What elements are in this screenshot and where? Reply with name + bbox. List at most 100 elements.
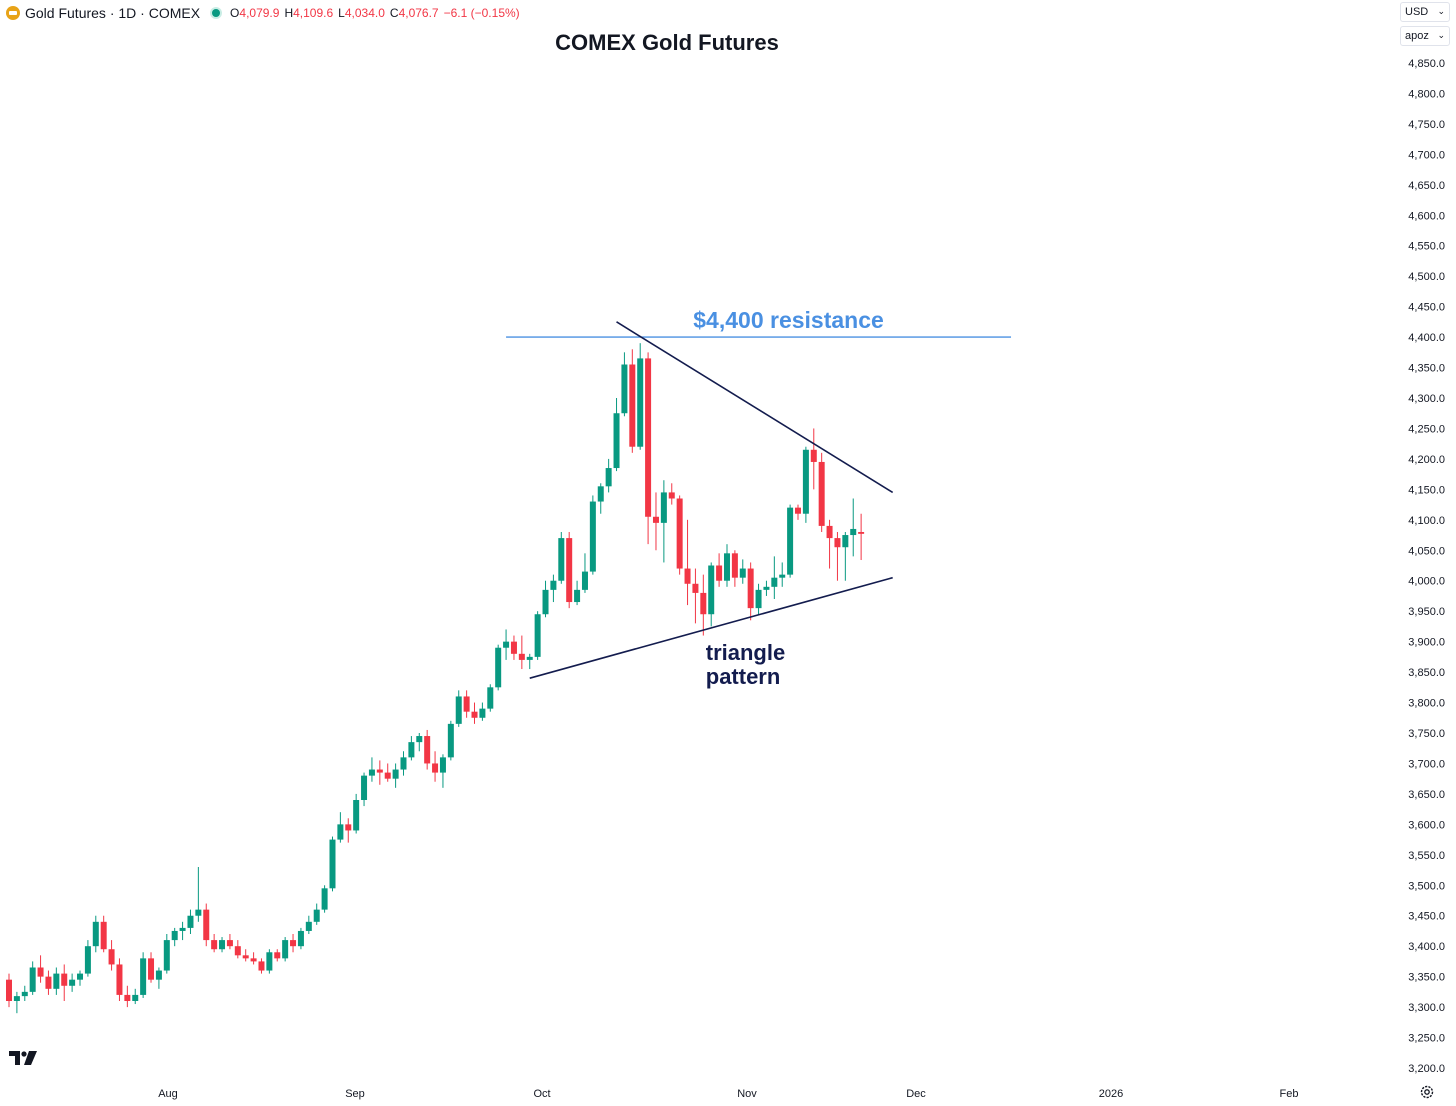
candle[interactable] [597,483,604,514]
candle[interactable] [290,934,297,953]
candle[interactable] [353,793,360,834]
candle[interactable] [684,519,691,606]
candle[interactable] [313,903,320,925]
candle[interactable] [92,915,99,953]
candle[interactable] [771,556,778,599]
candle[interactable] [739,559,746,584]
candle[interactable] [795,504,801,520]
candle[interactable] [274,949,281,962]
candle[interactable] [503,629,510,660]
candle[interactable] [203,903,210,947]
currency-select[interactable]: USD ⌄ [1400,2,1450,22]
candle[interactable] [708,562,715,627]
candle[interactable] [211,934,218,953]
candle[interactable] [337,812,344,843]
candle[interactable] [850,498,857,557]
candle[interactable] [140,952,147,998]
candle[interactable] [187,909,194,934]
candle[interactable] [69,973,76,992]
candle[interactable] [250,952,257,965]
candle[interactable] [258,958,265,974]
candle[interactable] [179,921,186,941]
candle[interactable] [723,544,730,587]
candle[interactable] [345,818,352,843]
price-axis[interactable]: 3,200.0 3,250.0 3,300.0 3,350.0 3,400.0 3,450… [1408,58,1445,1075]
candle[interactable] [361,772,368,807]
candle[interactable] [566,532,573,609]
candle[interactable] [219,937,226,953]
candle[interactable] [818,452,825,532]
candle[interactable] [574,580,581,606]
candle[interactable] [447,720,454,761]
candle[interactable] [487,684,494,712]
candle[interactable] [645,352,652,545]
candle[interactable] [834,532,841,581]
candle[interactable] [463,690,470,718]
candle[interactable] [171,927,178,947]
candle[interactable] [77,970,84,986]
candle[interactable] [400,751,407,776]
tradingview-logo-icon[interactable] [8,1050,40,1066]
candle[interactable] [297,927,304,950]
candle[interactable] [558,532,565,584]
candle[interactable] [652,492,659,551]
candle[interactable] [84,940,91,977]
candle[interactable] [518,635,525,670]
candle[interactable] [108,940,115,971]
candle[interactable] [629,349,636,453]
candle[interactable] [266,949,273,974]
candle[interactable] [802,446,809,523]
candle[interactable] [116,958,123,1001]
candle[interactable] [550,574,557,603]
candle[interactable] [37,955,44,983]
candle[interactable] [589,495,596,575]
candle[interactable] [376,760,383,785]
candle[interactable] [439,754,446,788]
candle[interactable] [329,836,336,892]
candle[interactable] [368,757,375,782]
candle[interactable] [581,553,588,593]
candle[interactable] [384,763,391,782]
candle[interactable] [282,937,289,962]
candle[interactable] [534,611,541,660]
candle[interactable] [700,574,707,636]
candle[interactable] [45,970,52,995]
candle[interactable] [6,973,12,1008]
trendline-upper[interactable] [616,321,894,494]
candle[interactable] [416,733,423,752]
candle[interactable] [305,915,312,934]
candle[interactable] [163,934,170,974]
candle[interactable] [132,988,139,1005]
candle[interactable] [424,729,431,770]
candle[interactable] [21,985,28,1001]
candle[interactable] [510,635,517,660]
candle[interactable] [605,458,612,493]
candle[interactable] [660,480,667,563]
candle[interactable] [842,532,849,581]
candle[interactable] [779,562,786,587]
candle[interactable] [613,398,620,472]
candle[interactable] [676,495,683,575]
candle[interactable] [692,568,699,624]
candle[interactable] [13,991,20,1014]
candle[interactable] [155,967,162,989]
candle[interactable] [124,985,131,1008]
candle[interactable] [716,553,723,587]
candle[interactable] [226,934,233,950]
candle[interactable] [637,343,644,450]
candle[interactable] [148,952,155,983]
candle[interactable] [53,967,60,995]
candle[interactable] [495,644,502,691]
time-axis[interactable]: Aug Sep Oct Nov Dec 2026 Feb [158,1088,1298,1100]
candle[interactable] [29,961,36,995]
candle[interactable] [763,580,770,596]
gear-icon[interactable] [1419,1084,1435,1100]
trendline-lower[interactable] [529,576,893,679]
candle[interactable] [61,964,68,1001]
unit-select[interactable]: apoz ⌄ [1400,26,1450,46]
candle[interactable] [787,504,794,578]
candle[interactable] [731,550,738,587]
candle[interactable] [234,940,241,959]
candle[interactable] [526,653,533,670]
